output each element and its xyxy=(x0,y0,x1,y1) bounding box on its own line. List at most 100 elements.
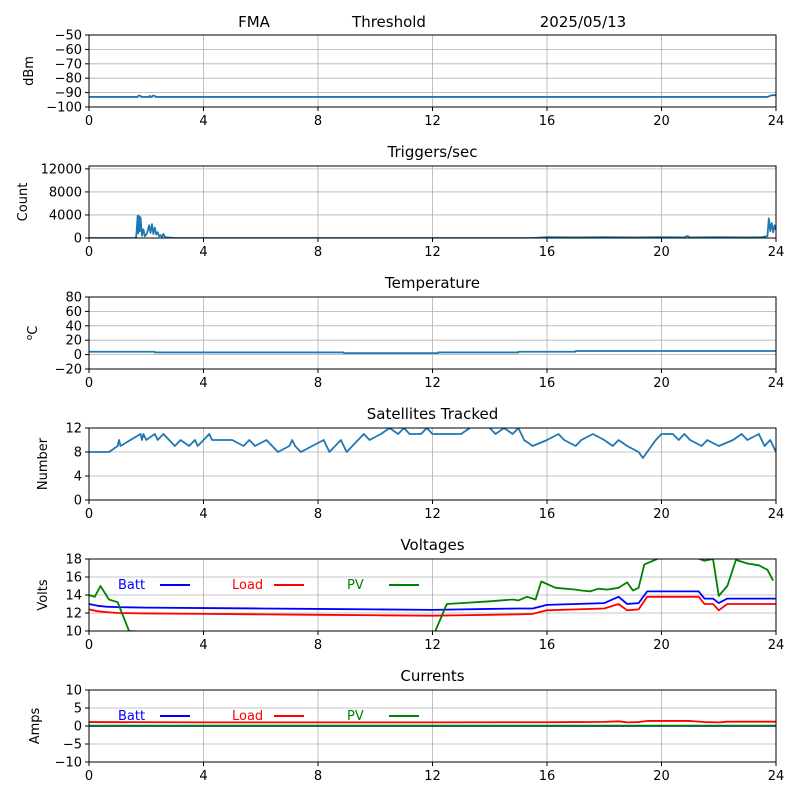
x-tick-label: 16 xyxy=(539,638,556,653)
x-tick-label: 4 xyxy=(199,376,207,391)
legend-label: Load xyxy=(232,709,263,724)
x-tick-label: 4 xyxy=(199,638,207,653)
y-tick-label: 4 xyxy=(74,470,82,485)
y-axis-label: dBm xyxy=(22,56,37,86)
y-tick-label: 12000 xyxy=(41,162,82,177)
x-tick-label: 4 xyxy=(199,245,207,260)
x-tick-label: 16 xyxy=(539,245,556,260)
x-tick-label: 0 xyxy=(85,769,93,784)
x-tick-label: 24 xyxy=(768,769,785,784)
series-line xyxy=(89,94,776,98)
y-axis-label: Number xyxy=(36,437,51,490)
y-tick-label: 14 xyxy=(65,589,82,604)
y-tick-label: −20 xyxy=(55,363,82,378)
series-line xyxy=(89,428,776,459)
series-line xyxy=(89,350,776,355)
legend-label: Load xyxy=(232,578,263,593)
header-center-label: Threshold xyxy=(351,13,426,31)
x-tick-label: 8 xyxy=(314,638,322,653)
y-tick-label: −5 xyxy=(63,738,82,753)
y-tick-label: 0 xyxy=(74,232,82,247)
y-tick-label: 0 xyxy=(74,720,82,735)
y-tick-label: 8 xyxy=(74,446,82,461)
x-tick-label: 20 xyxy=(653,769,670,784)
y-tick-label: 18 xyxy=(65,553,82,568)
y-tick-label: 8000 xyxy=(49,185,82,200)
x-tick-label: 12 xyxy=(424,376,441,391)
y-tick-label: 4000 xyxy=(49,208,82,223)
y-tick-label: −100 xyxy=(46,101,82,116)
y-axis-label: Count xyxy=(16,183,31,222)
series-line xyxy=(89,559,774,631)
x-tick-label: 4 xyxy=(199,507,207,522)
x-tick-label: 16 xyxy=(539,114,556,129)
panel-title: Currents xyxy=(400,667,464,685)
y-tick-label: −50 xyxy=(55,29,82,44)
legend-label: PV xyxy=(347,578,364,593)
chart-panel: Satellites Tracked 0 4 8 12 16 20 24 0 4 8 12 Number xyxy=(36,405,784,522)
x-tick-label: 8 xyxy=(314,245,322,260)
x-tick-label: 24 xyxy=(768,114,785,129)
y-tick-label: 5 xyxy=(74,702,82,717)
series-line xyxy=(89,590,776,611)
y-tick-label: −60 xyxy=(55,43,82,58)
x-tick-label: 8 xyxy=(314,376,322,391)
x-tick-label: 20 xyxy=(653,245,670,260)
series-line xyxy=(89,595,776,617)
y-axis-label: oC xyxy=(25,326,41,341)
y-tick-label: −10 xyxy=(55,756,82,771)
panel-title: Temperature xyxy=(384,274,480,292)
y-tick-label: 12 xyxy=(65,422,82,437)
y-tick-label: −70 xyxy=(55,57,82,72)
x-tick-label: 20 xyxy=(653,114,670,129)
panel-title: Triggers/sec xyxy=(387,143,478,161)
x-tick-label: 16 xyxy=(539,769,556,784)
x-tick-label: 0 xyxy=(85,376,93,391)
panel-title: Satellites Tracked xyxy=(367,405,498,423)
y-tick-label: 10 xyxy=(65,625,82,640)
header-date-label: 2025/05/13 xyxy=(540,13,626,31)
x-tick-label: 12 xyxy=(424,114,441,129)
series-line xyxy=(89,214,776,238)
x-tick-label: 8 xyxy=(314,507,322,522)
legend-label: Batt xyxy=(118,578,145,593)
y-axis-label-superscript: o xyxy=(25,334,35,340)
y-axis-label-unit: C xyxy=(26,326,41,335)
legend-label: PV xyxy=(347,709,364,724)
y-tick-label: 80 xyxy=(65,291,82,306)
y-tick-label: 0 xyxy=(74,348,82,363)
x-tick-label: 4 xyxy=(199,114,207,129)
x-tick-label: 8 xyxy=(314,769,322,784)
x-tick-label: 12 xyxy=(424,638,441,653)
x-tick-label: 12 xyxy=(424,245,441,260)
series-line xyxy=(89,720,776,724)
y-tick-label: 20 xyxy=(65,334,82,349)
y-tick-label: 12 xyxy=(65,607,82,622)
x-tick-label: 0 xyxy=(85,245,93,260)
x-tick-label: 24 xyxy=(768,376,785,391)
x-tick-label: 16 xyxy=(539,376,556,391)
x-tick-label: 0 xyxy=(85,507,93,522)
x-tick-label: 12 xyxy=(424,507,441,522)
y-tick-label: 0 xyxy=(74,494,82,509)
y-tick-label: 60 xyxy=(65,305,82,320)
x-tick-label: 12 xyxy=(424,769,441,784)
chart-panel: Voltages Batt Load PV 0 4 8 12 16 20 24 10 12 14 16 18 V… xyxy=(36,536,784,653)
y-tick-label: 16 xyxy=(65,571,82,586)
x-tick-label: 16 xyxy=(539,507,556,522)
header-left-label: FMA xyxy=(238,13,271,31)
x-tick-label: 4 xyxy=(199,769,207,784)
x-tick-label: 8 xyxy=(314,114,322,129)
chart-panels: 0 4 8 12 16 20 24−100−90−80−70−60−50dBmTrigger… xyxy=(16,29,784,785)
y-tick-label: −90 xyxy=(55,86,82,101)
y-axis-label: Volts xyxy=(36,579,51,611)
chart-panel: Currents Batt Load PV 0 4 8 12 16 20 24 −10 −5 0 5 10 Am… xyxy=(28,667,784,784)
x-tick-label: 0 xyxy=(85,114,93,129)
x-tick-label: 24 xyxy=(768,507,785,522)
x-tick-label: 24 xyxy=(768,245,785,260)
y-tick-label: 40 xyxy=(65,319,82,334)
panel-title: Voltages xyxy=(400,536,464,554)
x-tick-label: 24 xyxy=(768,638,785,653)
